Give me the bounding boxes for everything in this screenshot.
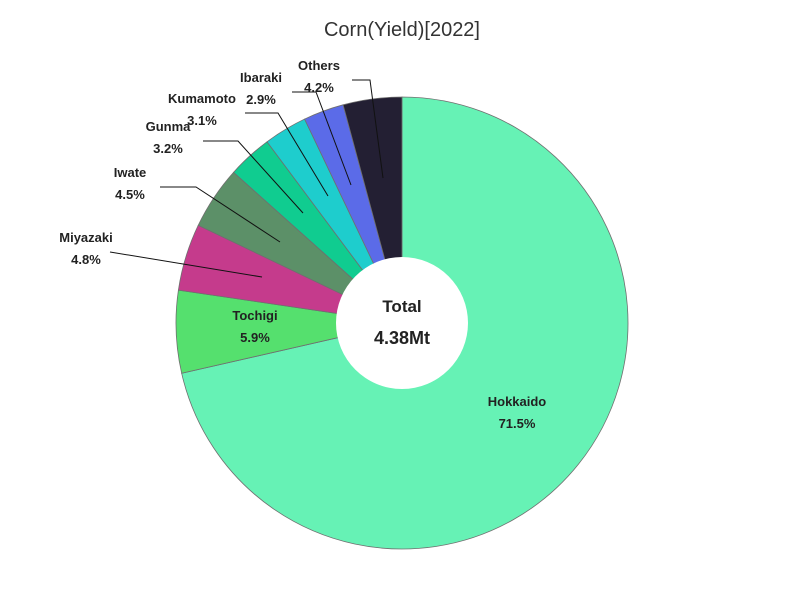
leader-lines-group xyxy=(109,79,384,278)
center-total-label: Total xyxy=(382,297,421,316)
chart-title: Corn(Yield)[2022] xyxy=(324,19,480,41)
slice-name-gunma: Gunma xyxy=(146,119,192,134)
slice-labels-group: Hokkaido 71.5% Tochigi 5.9% Miyazaki 4.8% Iwat… xyxy=(59,58,546,431)
slice-percent-ibaraki: 2.9% xyxy=(246,92,276,107)
slice-percent-others: 4.2% xyxy=(304,80,334,95)
slice-percent-iwate: 4.5% xyxy=(115,187,145,202)
slice-percent-miyazaki: 4.8% xyxy=(71,252,101,267)
slice-percent-tochigi: 5.9% xyxy=(240,330,270,345)
leader-line-others xyxy=(352,79,384,179)
donut-hole xyxy=(336,257,468,389)
leader-line-gunma xyxy=(203,140,304,214)
slice-name-iwate: Iwate xyxy=(114,165,147,180)
slice-name-hokkaido: Hokkaido xyxy=(488,394,547,409)
slice-name-ibaraki: Ibaraki xyxy=(240,70,282,85)
slice-percent-hokkaido: 71.5% xyxy=(499,416,536,431)
slice-percent-gunma: 3.2% xyxy=(153,141,183,156)
leader-line-iwate xyxy=(160,186,281,243)
slice-name-tochigi: Tochigi xyxy=(232,308,277,323)
slice-name-kumamoto: Kumamoto xyxy=(168,91,236,106)
slice-percent-kumamoto: 3.1% xyxy=(187,113,217,128)
leader-line-ibaraki xyxy=(292,91,352,186)
slice-name-miyazaki: Miyazaki xyxy=(59,230,112,245)
leader-line-miyazaki xyxy=(109,251,263,278)
leader-line-kumamoto xyxy=(245,112,329,197)
slice-name-others: Others xyxy=(298,58,340,73)
center-total-value: 4.38Mt xyxy=(374,328,430,348)
